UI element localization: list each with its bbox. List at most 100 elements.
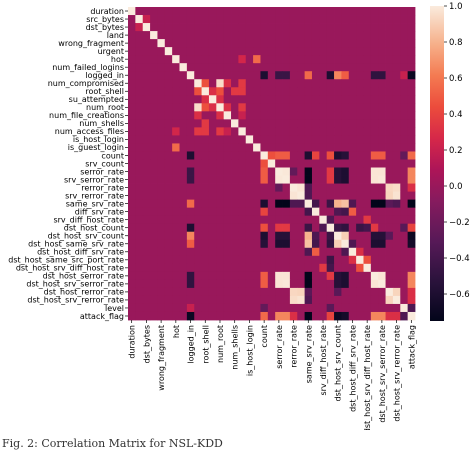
heatmap-cell [135, 167, 144, 176]
heatmap-cell [260, 151, 269, 160]
heatmap-cell [356, 231, 364, 241]
heatmap-cell [297, 103, 306, 112]
heatmap-cell [208, 247, 217, 257]
heatmap-cell [128, 223, 136, 233]
heatmap-cell [260, 55, 269, 64]
heatmap-cell [370, 231, 379, 241]
heatmap-cell [223, 79, 232, 88]
heatmap-cell [297, 255, 306, 265]
heatmap-cell [289, 279, 298, 289]
heatmap-cell [275, 239, 283, 249]
heatmap-cell [304, 167, 313, 176]
heatmap-cell [341, 31, 350, 40]
heatmap-cell [304, 23, 313, 32]
heatmap-cell [297, 111, 306, 120]
heatmap-cell [319, 167, 328, 176]
heatmap-cell [186, 199, 195, 209]
heatmap-cell [172, 239, 180, 249]
heatmap-cell [150, 239, 158, 249]
y-tick-label: num_shells [79, 119, 124, 128]
heatmap-cell [356, 175, 364, 184]
heatmap-cell [363, 223, 372, 233]
heatmap-cell [238, 167, 247, 176]
heatmap-cell [275, 95, 283, 104]
heatmap-cell [223, 191, 232, 201]
heatmap-cell [289, 303, 298, 313]
heatmap-cell [201, 311, 210, 321]
heatmap-cell [164, 135, 173, 144]
heatmap-cell [400, 175, 409, 184]
heatmap-cell [400, 63, 409, 72]
heatmap-cell [334, 15, 342, 24]
colorbar: 1.00.80.60.40.20.0−0.2−0.4−0.6 [430, 2, 470, 321]
heatmap-cell [297, 7, 306, 16]
heatmap-cell [326, 167, 335, 176]
heatmap-cell [326, 191, 335, 201]
heatmap-cell [282, 103, 291, 112]
heatmap-cell [150, 263, 158, 273]
heatmap-cell [267, 127, 276, 136]
heatmap-cell [326, 87, 335, 96]
heatmap-cell [231, 311, 239, 321]
heatmap-cell [392, 287, 401, 297]
heatmap-cell [304, 127, 313, 136]
heatmap-cell [253, 247, 261, 257]
heatmap-cell [135, 199, 144, 209]
heatmap-cell [253, 183, 261, 192]
heatmap-cell [135, 271, 144, 281]
heatmap-cell [407, 287, 416, 297]
heatmap-cell [245, 15, 254, 24]
y-tick-label: level [105, 304, 124, 313]
heatmap-cell [223, 247, 232, 257]
heatmap-cell [400, 71, 409, 80]
heatmap-cell [356, 87, 364, 96]
heatmap-cell [186, 183, 195, 192]
heatmap-cell [245, 159, 254, 168]
heatmap-cell [311, 223, 320, 233]
heatmap-cell [326, 215, 335, 225]
heatmap-cell [407, 199, 416, 209]
heatmap-cell [297, 191, 306, 201]
heatmap-cell [157, 87, 166, 96]
heatmap-cell [311, 63, 320, 72]
heatmap-cell [334, 111, 342, 120]
heatmap-cell [267, 39, 276, 48]
heatmap-cell [311, 183, 320, 192]
heatmap-cell [289, 231, 298, 241]
heatmap-cell [297, 311, 306, 321]
heatmap-cell [311, 263, 320, 273]
heatmap-cell [253, 303, 261, 313]
heatmap-cell [282, 47, 291, 56]
y-tick-label: num_failed_logins [52, 63, 124, 72]
heatmap-cell [400, 7, 409, 16]
heatmap-cell [297, 55, 306, 64]
heatmap-cell [260, 279, 269, 289]
heatmap-cell [201, 303, 210, 313]
heatmap-cell [208, 191, 217, 201]
heatmap-cell [216, 303, 225, 313]
heatmap-cell [267, 135, 276, 144]
heatmap-cell [172, 295, 180, 305]
heatmap-cell [385, 167, 394, 176]
heatmap-cell [370, 135, 379, 144]
heatmap-cell [150, 95, 158, 104]
heatmap-cell [223, 287, 232, 297]
heatmap-cell [275, 167, 283, 176]
heatmap-cell [223, 7, 232, 16]
heatmap-cell [208, 47, 217, 56]
heatmap-cell [223, 207, 232, 217]
heatmap-cell [142, 239, 151, 249]
heatmap-cell [319, 159, 328, 168]
x-tick-label: attack_flag [407, 325, 416, 369]
heatmap-cell [400, 39, 409, 48]
heatmap-cell [128, 47, 136, 56]
heatmap-cell [400, 95, 409, 104]
heatmap-cell [341, 23, 350, 32]
heatmap-cell [348, 111, 357, 120]
heatmap-cell [172, 7, 180, 16]
heatmap-cell [304, 199, 313, 209]
heatmap-cell [267, 23, 276, 32]
y-tick-label: diff_srv_rate [75, 207, 124, 216]
heatmap-cell [319, 87, 328, 96]
heatmap-cell [142, 63, 151, 72]
